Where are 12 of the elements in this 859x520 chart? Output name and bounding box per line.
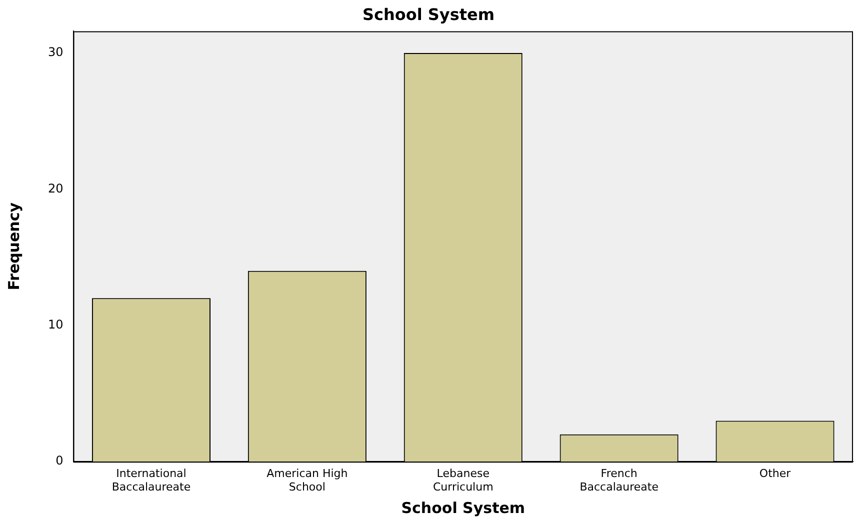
y-tick-label: 20 [48,181,64,196]
y-axis-title: Frequency [4,202,23,290]
x-tick-label: Lebanese Curriculum [432,467,494,494]
y-tick-label: 30 [48,45,64,60]
chart-title: School System [362,4,495,24]
y-tick-label: 0 [56,454,64,468]
x-tick-label: International Baccalaureate [112,467,191,494]
x-axis-title: School System [401,498,526,517]
x-tick-label: French Baccalaureate [580,467,659,494]
x-tick-label: American High School [266,467,348,494]
y-tick-label: 10 [48,318,64,332]
x-tick-label: Other [759,467,792,480]
